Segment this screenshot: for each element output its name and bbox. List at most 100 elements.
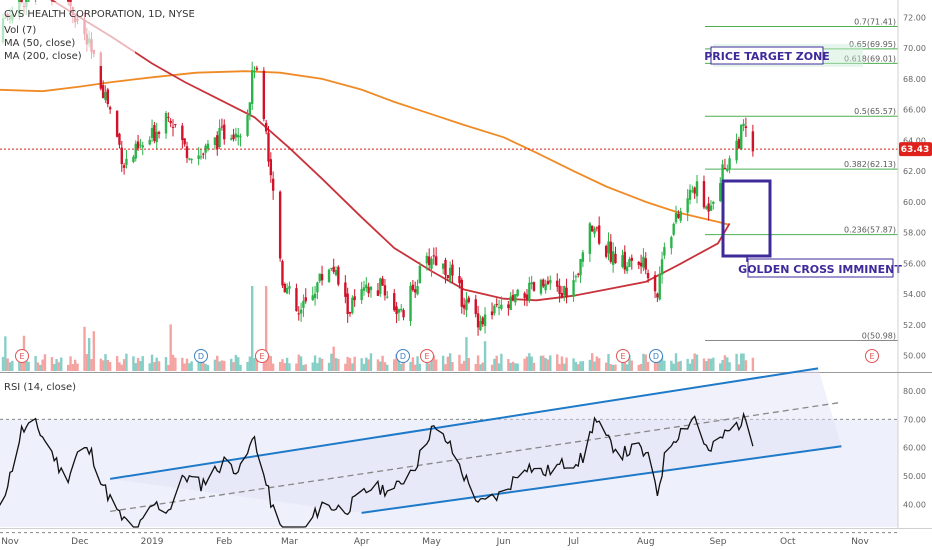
volume-bar [467, 358, 470, 371]
candle-body [246, 115, 249, 136]
candle-body [311, 295, 314, 301]
volume-bar [83, 326, 86, 371]
volume-bar [43, 354, 47, 371]
candle-body [264, 122, 268, 132]
chart-legend: CVS HEALTH CORPORATION, 1D, NYSE Vol (7)… [0, 2, 195, 66]
candle-body [362, 287, 366, 291]
candle-body [155, 131, 158, 143]
volume-bar [679, 360, 682, 371]
ma200-legend[interactable]: MA (200, close) [4, 51, 82, 62]
price-axis[interactable]: 72.00 70.00 68.00 66.00 64.00 62.00 60.00 58.00… [897, 0, 932, 372]
event-marker[interactable]: E [15, 349, 29, 363]
candle-body [104, 92, 107, 101]
volume-bar [155, 357, 158, 371]
event-marker[interactable]: D [649, 349, 663, 363]
volume-bar [737, 364, 741, 371]
event-marker[interactable]: E [420, 349, 434, 363]
time-tick: Jul [567, 537, 579, 547]
candle-body [560, 292, 564, 298]
candle-body [574, 276, 578, 278]
volume-bar [425, 359, 429, 371]
event-marker[interactable]: D [194, 349, 208, 363]
candle-body [719, 183, 722, 202]
volume-bar [183, 363, 186, 371]
candle-body [134, 143, 137, 159]
candle-body [507, 304, 510, 309]
svg-text:D: D [400, 352, 406, 361]
candle-body [141, 145, 144, 148]
volume-bar [353, 356, 356, 371]
time-axis[interactable]: Nov Dec 2019 Feb Mar Apr May Jun Jul Aug Sep Oct Nov [0, 528, 932, 548]
volume-bar [57, 362, 61, 371]
rsi-legend[interactable]: RSI (14, close) [4, 382, 76, 393]
volume-bar [607, 354, 610, 371]
volume-bar [295, 363, 298, 371]
volume-bar [297, 354, 300, 371]
candle-body [199, 156, 203, 158]
candle-body [483, 314, 487, 327]
candle-body [223, 124, 226, 140]
candle-body [295, 288, 298, 312]
volume-bar [481, 362, 484, 371]
volume-bar [141, 356, 144, 371]
candle-body [348, 312, 352, 314]
volume-bar [476, 355, 480, 371]
volume-bar [414, 364, 417, 371]
candle-body [542, 279, 545, 287]
volume-bar [85, 354, 89, 371]
candle-body [183, 138, 186, 145]
event-marker[interactable]: E [616, 349, 630, 363]
candle-body [446, 275, 450, 278]
svg-text:E: E [620, 352, 625, 361]
symbol-title[interactable]: CVS HEALTH CORPORATION, 1D, NYSE [4, 9, 195, 20]
candle-body [621, 255, 624, 267]
volume-bar [20, 362, 23, 371]
time-tick: Oct [780, 537, 796, 547]
candle-body [451, 264, 454, 276]
volume-bar [663, 360, 666, 371]
volume-bar [574, 361, 578, 371]
volume-bar [248, 356, 252, 371]
event-marker[interactable]: E [865, 349, 879, 363]
volume-bar [393, 359, 396, 371]
volume-bar [365, 357, 368, 371]
volume-bar [60, 357, 63, 371]
volume-bar [479, 364, 482, 371]
volume-bar [234, 354, 238, 371]
volume-bar [27, 361, 30, 371]
volume-bar [67, 364, 70, 371]
volume-bar [623, 356, 626, 371]
ma50-legend[interactable]: MA (50, close) [4, 38, 75, 49]
candle-body [481, 317, 484, 325]
volume-bar [735, 353, 738, 371]
candle-body [150, 128, 154, 138]
candle-body [132, 156, 135, 162]
volume-bar [206, 364, 210, 371]
volume-bar [190, 361, 193, 371]
candle-body [262, 70, 266, 120]
event-marker[interactable]: E [255, 349, 269, 363]
time-tick: 2019 [141, 537, 164, 547]
volume-bar [369, 353, 373, 371]
candle-body [672, 223, 675, 235]
event-marker[interactable]: D [396, 349, 410, 363]
rsi-tick: 70.00 [903, 415, 926, 424]
price-target-label-box [710, 46, 824, 65]
volume-bar [344, 363, 347, 371]
volume-legend[interactable]: Vol (7) [4, 25, 36, 36]
price-tick: 58.00 [903, 229, 926, 238]
volume-bar [136, 357, 140, 371]
candle-body [709, 205, 713, 211]
candle-body [414, 289, 417, 293]
volume-bar [542, 355, 545, 371]
candle-body [444, 259, 447, 276]
rsi-tick: 60.00 [903, 444, 926, 453]
volume-bar [544, 358, 547, 371]
candle-body [539, 279, 543, 294]
rsi-axis[interactable]: 80.00 70.00 60.00 50.00 40.00 [903, 387, 926, 509]
volume-bar [691, 359, 694, 371]
candle-body [20, 0, 23, 3]
volume-bar [644, 354, 647, 371]
volume-bar [381, 355, 384, 371]
candle-body [157, 132, 161, 134]
